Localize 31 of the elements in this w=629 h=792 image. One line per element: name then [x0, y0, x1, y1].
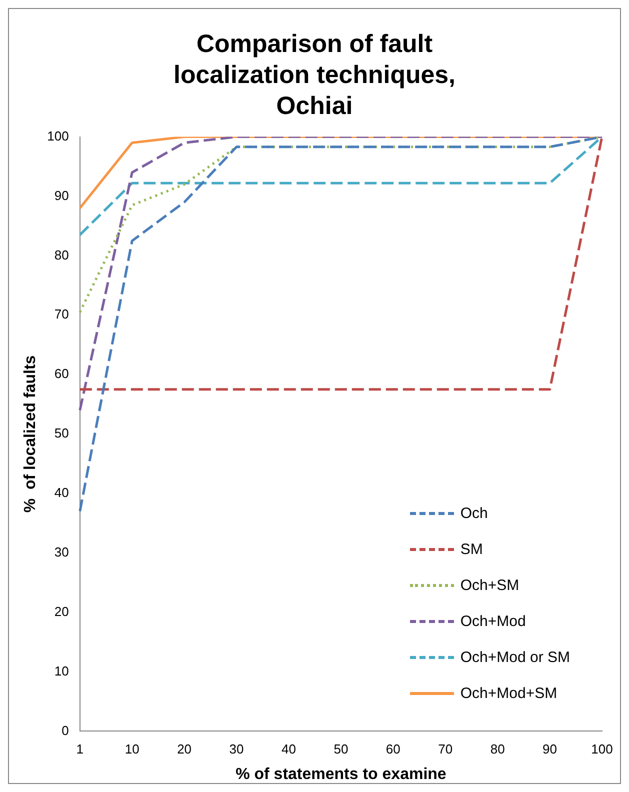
y-axis-title: % of localized faults	[22, 355, 40, 513]
x-tick-label: 50	[334, 742, 348, 757]
y-tick-label: 30	[54, 544, 69, 560]
x-tick-label: 60	[386, 742, 400, 757]
x-tick-label: 90	[542, 742, 558, 757]
y-tick-label: 10	[54, 663, 69, 678]
x-axis-title: % of statements to examine	[236, 766, 446, 783]
legend-label: Och	[460, 504, 488, 522]
x-tick-label: 30	[229, 742, 244, 757]
y-tick-label: 90	[54, 188, 69, 203]
y-tick-label: 50	[54, 426, 69, 441]
x-tick-label: 70	[438, 742, 453, 757]
legend-label: Och+Mod+SM	[460, 684, 558, 702]
x-tick-label: 80	[490, 742, 505, 757]
y-tick-label: 70	[54, 306, 69, 322]
x-tick-label: 20	[177, 742, 192, 757]
y-tick-label: 100	[47, 128, 69, 144]
y-tick-label: 0	[62, 722, 69, 738]
y-tick-label: 60	[54, 366, 69, 382]
legend-label: Och+Mod	[460, 612, 526, 630]
x-tick-label: 100	[591, 742, 613, 757]
chart-title: Comparison of fault localization techniques, Ochiai	[172, 29, 456, 122]
y-tick-label: 80	[54, 247, 69, 262]
legend-label: Och+SM	[460, 576, 520, 594]
y-tick-label: 20	[54, 604, 69, 619]
legend-label: SM	[460, 540, 483, 558]
x-tick-label: 10	[124, 742, 140, 757]
x-tick-label: 40	[282, 742, 296, 757]
y-tick-label: 40	[54, 485, 69, 500]
legend-label: Och+Mod or SM	[460, 648, 570, 666]
x-tick-label: 1	[76, 742, 84, 757]
